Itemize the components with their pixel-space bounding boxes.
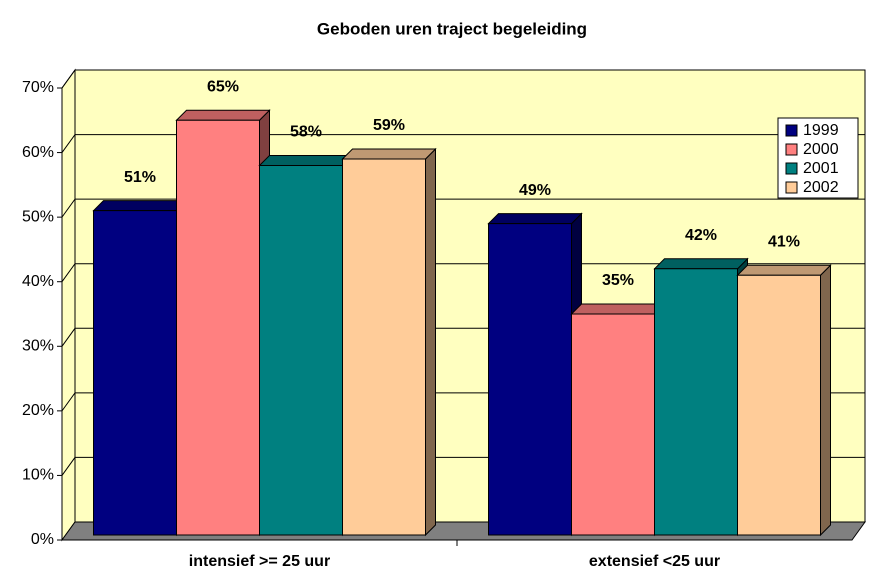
data-label: 41% <box>768 233 800 250</box>
bar <box>258 154 354 537</box>
side-wall <box>61 68 76 542</box>
legend-label: 1999 <box>803 122 839 139</box>
data-label: 58% <box>290 124 322 141</box>
grid-line <box>61 198 865 218</box>
grid-line <box>61 134 865 153</box>
y-tick-label: 40% <box>22 273 54 290</box>
data-label: 65% <box>207 79 239 96</box>
bar-face <box>653 258 749 270</box>
bar-face <box>342 158 426 536</box>
legend-swatch <box>785 124 798 137</box>
y-tick-label: 50% <box>22 208 54 225</box>
bar-face <box>175 109 271 121</box>
bar-face <box>737 274 821 536</box>
x-tick-label: extensief <25 uur <box>589 553 720 570</box>
bar-face <box>176 119 260 536</box>
bar <box>175 109 271 537</box>
y-tick-label: 20% <box>22 402 54 419</box>
bar <box>570 302 666 537</box>
bar-face <box>487 213 583 225</box>
grid-line <box>61 69 865 89</box>
bar-face <box>92 200 188 212</box>
y-tick-label: 0% <box>31 531 54 548</box>
legend-swatch <box>785 143 798 156</box>
bar-face <box>654 268 738 536</box>
legend-label: 2002 <box>803 179 839 196</box>
data-label: 49% <box>519 182 551 199</box>
bar <box>487 212 583 537</box>
bar-face <box>259 164 343 536</box>
bar-face <box>571 313 655 536</box>
legend-swatch <box>785 162 798 175</box>
y-tick-label: 60% <box>22 144 54 161</box>
bar <box>92 199 188 537</box>
chart-title: Geboden uren traject begeleiding <box>317 19 587 38</box>
y-tick-label: 70% <box>22 79 54 96</box>
y-tick-label: 30% <box>22 338 54 355</box>
bar-face <box>93 210 177 536</box>
bar-face <box>570 303 666 315</box>
data-label: 51% <box>124 169 156 186</box>
y-tick-label: 10% <box>22 467 54 484</box>
bar-face <box>820 264 831 537</box>
legend-label: 2001 <box>803 160 839 177</box>
legend-label: 2000 <box>803 141 839 158</box>
data-label: 59% <box>373 117 405 134</box>
x-tick-label: intensief >= 25 uur <box>189 553 330 570</box>
bar-face <box>341 148 437 160</box>
bar <box>653 257 749 537</box>
bar-face <box>425 147 436 537</box>
bar <box>736 264 832 537</box>
grid-line <box>61 263 865 283</box>
legend-swatch <box>785 181 798 194</box>
data-label: 42% <box>685 227 717 244</box>
bar <box>341 147 437 537</box>
bar-face <box>258 154 354 166</box>
bar-face <box>488 223 572 536</box>
bar-face <box>736 264 832 276</box>
data-label: 35% <box>602 272 634 289</box>
